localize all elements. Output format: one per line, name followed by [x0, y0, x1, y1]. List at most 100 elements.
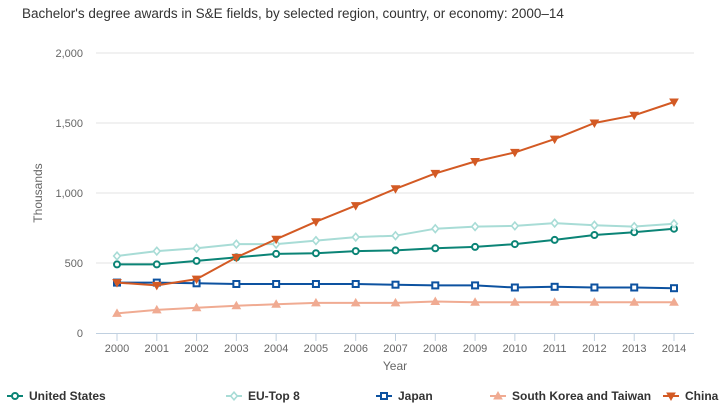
x-tick-label: 2008: [423, 343, 447, 355]
data-point-south-korea-and-taiwan[interactable]: [470, 297, 480, 306]
data-point-japan[interactable]: [232, 280, 241, 288]
data-point-united-states[interactable]: [510, 240, 519, 249]
x-tick-label: 2013: [622, 343, 646, 355]
legend-label: EU-Top 8: [248, 389, 300, 403]
data-point-eu-top-8[interactable]: [311, 235, 321, 246]
x-axis-label: Year: [383, 359, 407, 373]
legend-marker-icon: [11, 392, 19, 400]
data-point-eu-top-8[interactable]: [192, 243, 201, 254]
x-tick-label: 2002: [184, 343, 208, 355]
data-point-united-states[interactable]: [471, 242, 480, 251]
data-point-china[interactable]: [549, 135, 560, 145]
data-point-eu-top-8[interactable]: [470, 221, 480, 232]
data-point-eu-top-8[interactable]: [152, 246, 162, 257]
data-point-china[interactable]: [271, 235, 282, 245]
x-tick-label: 2014: [662, 343, 686, 355]
data-point-united-states[interactable]: [590, 231, 599, 239]
series-south-korea-and-taiwan: [112, 296, 679, 317]
legend-item-united-states[interactable]: United States: [7, 389, 106, 403]
data-point-china[interactable]: [669, 98, 679, 108]
data-point-china[interactable]: [629, 111, 640, 121]
legend-label: Japan: [398, 389, 433, 403]
legend-marker-icon: [666, 392, 676, 402]
x-tick-label: 2009: [463, 343, 487, 355]
data-point-south-korea-and-taiwan[interactable]: [231, 300, 242, 310]
data-point-china[interactable]: [191, 275, 202, 285]
data-point-eu-top-8[interactable]: [669, 218, 679, 229]
x-tick-label: 2007: [383, 343, 407, 355]
data-point-united-states[interactable]: [431, 244, 440, 253]
data-point-south-korea-and-taiwan[interactable]: [271, 299, 282, 308]
data-point-eu-top-8[interactable]: [550, 218, 560, 229]
data-point-china[interactable]: [112, 279, 122, 288]
y-axis-ticks: 0 500 1,000 1,500 2,000: [55, 48, 83, 340]
data-point-united-states[interactable]: [311, 249, 320, 258]
data-point-south-korea-and-taiwan[interactable]: [629, 297, 640, 306]
data-point-china[interactable]: [151, 281, 162, 291]
series-united-states: [113, 224, 678, 269]
data-point-china[interactable]: [470, 158, 480, 167]
data-point-south-korea-and-taiwan[interactable]: [191, 302, 202, 312]
data-point-japan[interactable]: [471, 281, 480, 290]
legend-item-south-korea-and-taiwan[interactable]: South Korea and Taiwan: [490, 389, 651, 403]
data-point-eu-top-8[interactable]: [629, 221, 639, 232]
data-point-japan[interactable]: [670, 284, 678, 293]
data-point-south-korea-and-taiwan[interactable]: [589, 297, 600, 306]
data-point-united-states[interactable]: [550, 235, 559, 244]
data-point-united-states[interactable]: [272, 249, 281, 258]
y-tick-label: 0: [77, 328, 83, 340]
legend-item-eu-top-8[interactable]: EU-Top 8: [226, 389, 300, 403]
y-tick-label: 2,000: [55, 48, 83, 60]
legend-marker-icon: [380, 392, 388, 400]
data-point-japan[interactable]: [311, 280, 320, 288]
data-point-south-korea-and-taiwan[interactable]: [509, 297, 520, 306]
legend-item-china[interactable]: China: [663, 389, 718, 403]
data-point-japan[interactable]: [550, 282, 559, 291]
data-point-japan[interactable]: [630, 283, 639, 292]
series-japan: [113, 278, 678, 293]
data-point-united-states[interactable]: [113, 260, 121, 269]
x-axis: 2000 2001 2002 2003 2004 2005 2006 2007 2008 2009…: [96, 333, 694, 355]
data-point-china[interactable]: [509, 148, 520, 158]
data-point-united-states[interactable]: [351, 247, 360, 256]
data-point-eu-top-8[interactable]: [112, 250, 122, 262]
data-point-eu-top-8[interactable]: [430, 223, 440, 234]
data-point-eu-top-8[interactable]: [510, 220, 520, 231]
data-point-united-states[interactable]: [192, 256, 201, 265]
data-point-united-states[interactable]: [391, 246, 400, 255]
legend-symbol-icon: [376, 392, 392, 400]
data-point-japan[interactable]: [431, 281, 440, 290]
data-point-china[interactable]: [589, 119, 600, 129]
data-point-south-korea-and-taiwan[interactable]: [430, 296, 441, 305]
data-point-south-korea-and-taiwan[interactable]: [151, 304, 162, 314]
data-point-japan[interactable]: [351, 280, 360, 288]
data-point-china[interactable]: [350, 202, 361, 211]
data-point-japan[interactable]: [391, 280, 400, 289]
x-tick-label: 2004: [264, 343, 288, 355]
data-point-eu-top-8[interactable]: [351, 232, 361, 243]
data-point-eu-top-8[interactable]: [231, 239, 241, 250]
data-point-south-korea-and-taiwan[interactable]: [669, 297, 679, 306]
data-point-south-korea-and-taiwan[interactable]: [390, 297, 401, 307]
x-tick-label: 2006: [343, 343, 367, 355]
data-point-south-korea-and-taiwan[interactable]: [311, 297, 321, 307]
series-eu-top-8: [112, 218, 679, 262]
data-point-japan[interactable]: [272, 280, 281, 288]
data-point-south-korea-and-taiwan[interactable]: [549, 297, 560, 306]
x-tick-label: 2011: [543, 343, 567, 355]
legend-symbol-icon: [7, 392, 23, 400]
legend-item-japan[interactable]: Japan: [376, 389, 433, 403]
data-point-japan[interactable]: [510, 283, 519, 292]
data-point-china[interactable]: [311, 218, 321, 227]
data-point-south-korea-and-taiwan[interactable]: [350, 297, 361, 307]
data-point-china[interactable]: [390, 185, 401, 194]
data-point-united-states[interactable]: [152, 260, 161, 269]
data-point-china[interactable]: [231, 253, 242, 263]
data-point-south-korea-and-taiwan[interactable]: [112, 308, 122, 317]
data-point-japan[interactable]: [590, 283, 599, 292]
data-point-eu-top-8[interactable]: [391, 230, 400, 241]
data-point-eu-top-8[interactable]: [590, 220, 599, 231]
legend-marker-icon: [229, 390, 239, 402]
data-point-china[interactable]: [430, 169, 441, 179]
